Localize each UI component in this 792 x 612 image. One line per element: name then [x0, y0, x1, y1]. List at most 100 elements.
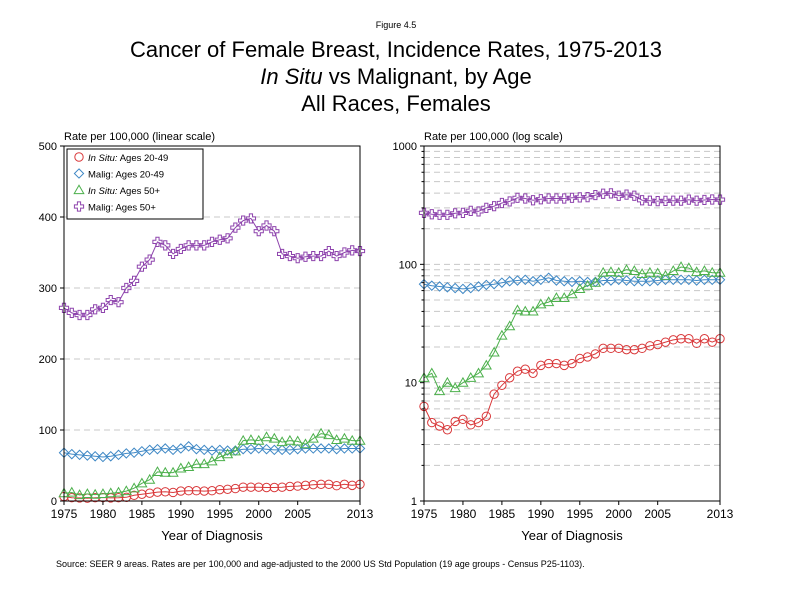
data-point-circle — [598, 343, 608, 354]
data-point-triangle — [253, 434, 265, 445]
legend-label-prefix: In Situ: — [88, 153, 118, 164]
data-point-plus — [707, 194, 718, 205]
data-point-triangle — [299, 438, 312, 449]
data-point-plus — [175, 243, 186, 255]
data-point-triangle — [136, 477, 148, 488]
linear-y-ticks: 0 100 200 300 400 500 — [39, 141, 64, 508]
data-point-triangle — [574, 283, 586, 294]
data-point-circle — [176, 486, 186, 496]
data-point-plus — [559, 193, 570, 204]
data-point-plus — [520, 193, 531, 204]
data-point-plus — [543, 193, 554, 204]
data-point-circle — [347, 480, 357, 491]
data-point-triangle — [97, 488, 109, 498]
data-point-circle — [458, 414, 468, 425]
legend-label: Malig: Ages 20-49 — [88, 170, 164, 181]
data-point-circle — [199, 486, 209, 496]
data-point-circle — [676, 334, 686, 344]
data-point-triangle — [605, 266, 617, 277]
data-point-triangle — [144, 473, 156, 484]
chart-title-line3: All Races, Females — [301, 91, 491, 116]
data-point-triangle — [323, 429, 335, 440]
data-point-plus — [261, 220, 272, 231]
data-point-plus — [331, 250, 342, 262]
data-point-diamond — [621, 275, 632, 286]
log-scale-panel: Rate per 100,000 (log scale) 1101001000 … — [393, 131, 734, 543]
data-point-plus — [66, 307, 77, 318]
data-point-plus — [222, 233, 233, 244]
data-point-diamond — [339, 443, 350, 454]
x-tick-label: 2013 — [347, 507, 374, 521]
data-point-plus — [714, 194, 726, 205]
data-point-triangle — [112, 486, 125, 497]
data-point-triangle — [346, 434, 358, 445]
data-point-diamond — [543, 272, 554, 284]
series-line-circle — [423, 338, 721, 431]
y-tick-label: 500 — [39, 141, 57, 153]
y-tick-label: 1000 — [393, 141, 417, 153]
data-point-triangle — [237, 434, 249, 445]
data-point-triangle — [527, 305, 539, 316]
data-point-diamond — [519, 274, 531, 286]
log-x-ticks: 1975 1980 1985 1990 1995 2000 2005 2013 — [411, 501, 734, 521]
chart-title-line2-italic: In Situ — [260, 64, 322, 89]
legend-label-rest: Ages 50+ — [118, 186, 161, 197]
x-tick-label: 1980 — [450, 507, 477, 521]
data-point-diamond — [315, 443, 327, 454]
data-point-plus — [473, 206, 484, 217]
data-point-circle — [497, 380, 507, 391]
log-y-axis-label: Rate per 100,000 (log scale) — [424, 131, 563, 143]
data-point-triangle — [542, 296, 555, 307]
data-point-diamond — [261, 443, 272, 455]
data-point-triangle — [511, 304, 524, 315]
data-point-triangle — [221, 448, 234, 459]
data-point-diamond — [269, 444, 280, 456]
data-point-circle — [473, 417, 484, 428]
data-point-diamond — [191, 443, 202, 455]
data-point-triangle — [597, 266, 609, 277]
data-point-triangle — [496, 329, 508, 340]
linear-x-ticks: 1975 1980 1985 1990 1995 2000 2005 2013 — [51, 501, 374, 521]
data-point-diamond — [198, 444, 210, 456]
data-point-triangle — [175, 462, 187, 473]
data-point-circle — [668, 335, 678, 345]
log-series-group — [418, 188, 726, 435]
linear-grid — [64, 216, 360, 431]
data-point-plus — [292, 253, 303, 264]
data-point-circle — [590, 349, 601, 359]
data-point-plus — [160, 240, 171, 251]
data-point-triangle — [472, 367, 485, 378]
log-plot-frame — [423, 145, 721, 502]
data-point-plus — [683, 194, 694, 205]
data-point-plus — [74, 309, 85, 321]
data-point-diamond — [331, 443, 342, 455]
linear-plot-frame — [63, 145, 361, 502]
data-point-triangle — [581, 279, 594, 290]
series-line-triangle — [423, 266, 720, 392]
x-tick-label: 1985 — [489, 507, 516, 521]
data-point-triangle — [214, 451, 226, 462]
data-point-plus — [238, 215, 249, 226]
data-point-triangle — [589, 276, 602, 287]
data-point-plus — [284, 250, 295, 262]
data-point-plus — [675, 195, 687, 206]
data-point-plus — [434, 209, 445, 220]
data-point-diamond — [159, 443, 171, 454]
data-point-triangle — [276, 436, 288, 447]
data-point-diamond — [512, 275, 523, 286]
data-point-triangle — [190, 458, 203, 469]
series-line-triangle — [63, 433, 360, 496]
data-point-triangle — [198, 458, 210, 469]
data-point-circle — [277, 482, 287, 492]
data-point-triangle — [73, 489, 86, 500]
x-tick-label: 1995 — [206, 507, 233, 521]
data-point-plus — [199, 240, 210, 251]
data-point-plus — [644, 195, 655, 206]
data-point-circle — [137, 489, 147, 499]
legend-marker-plus — [73, 201, 85, 212]
data-point-diamond — [253, 443, 265, 454]
data-point-triangle — [268, 432, 280, 443]
data-point-circle — [621, 344, 632, 355]
data-point-plus — [230, 222, 241, 233]
data-point-plus — [457, 207, 469, 219]
